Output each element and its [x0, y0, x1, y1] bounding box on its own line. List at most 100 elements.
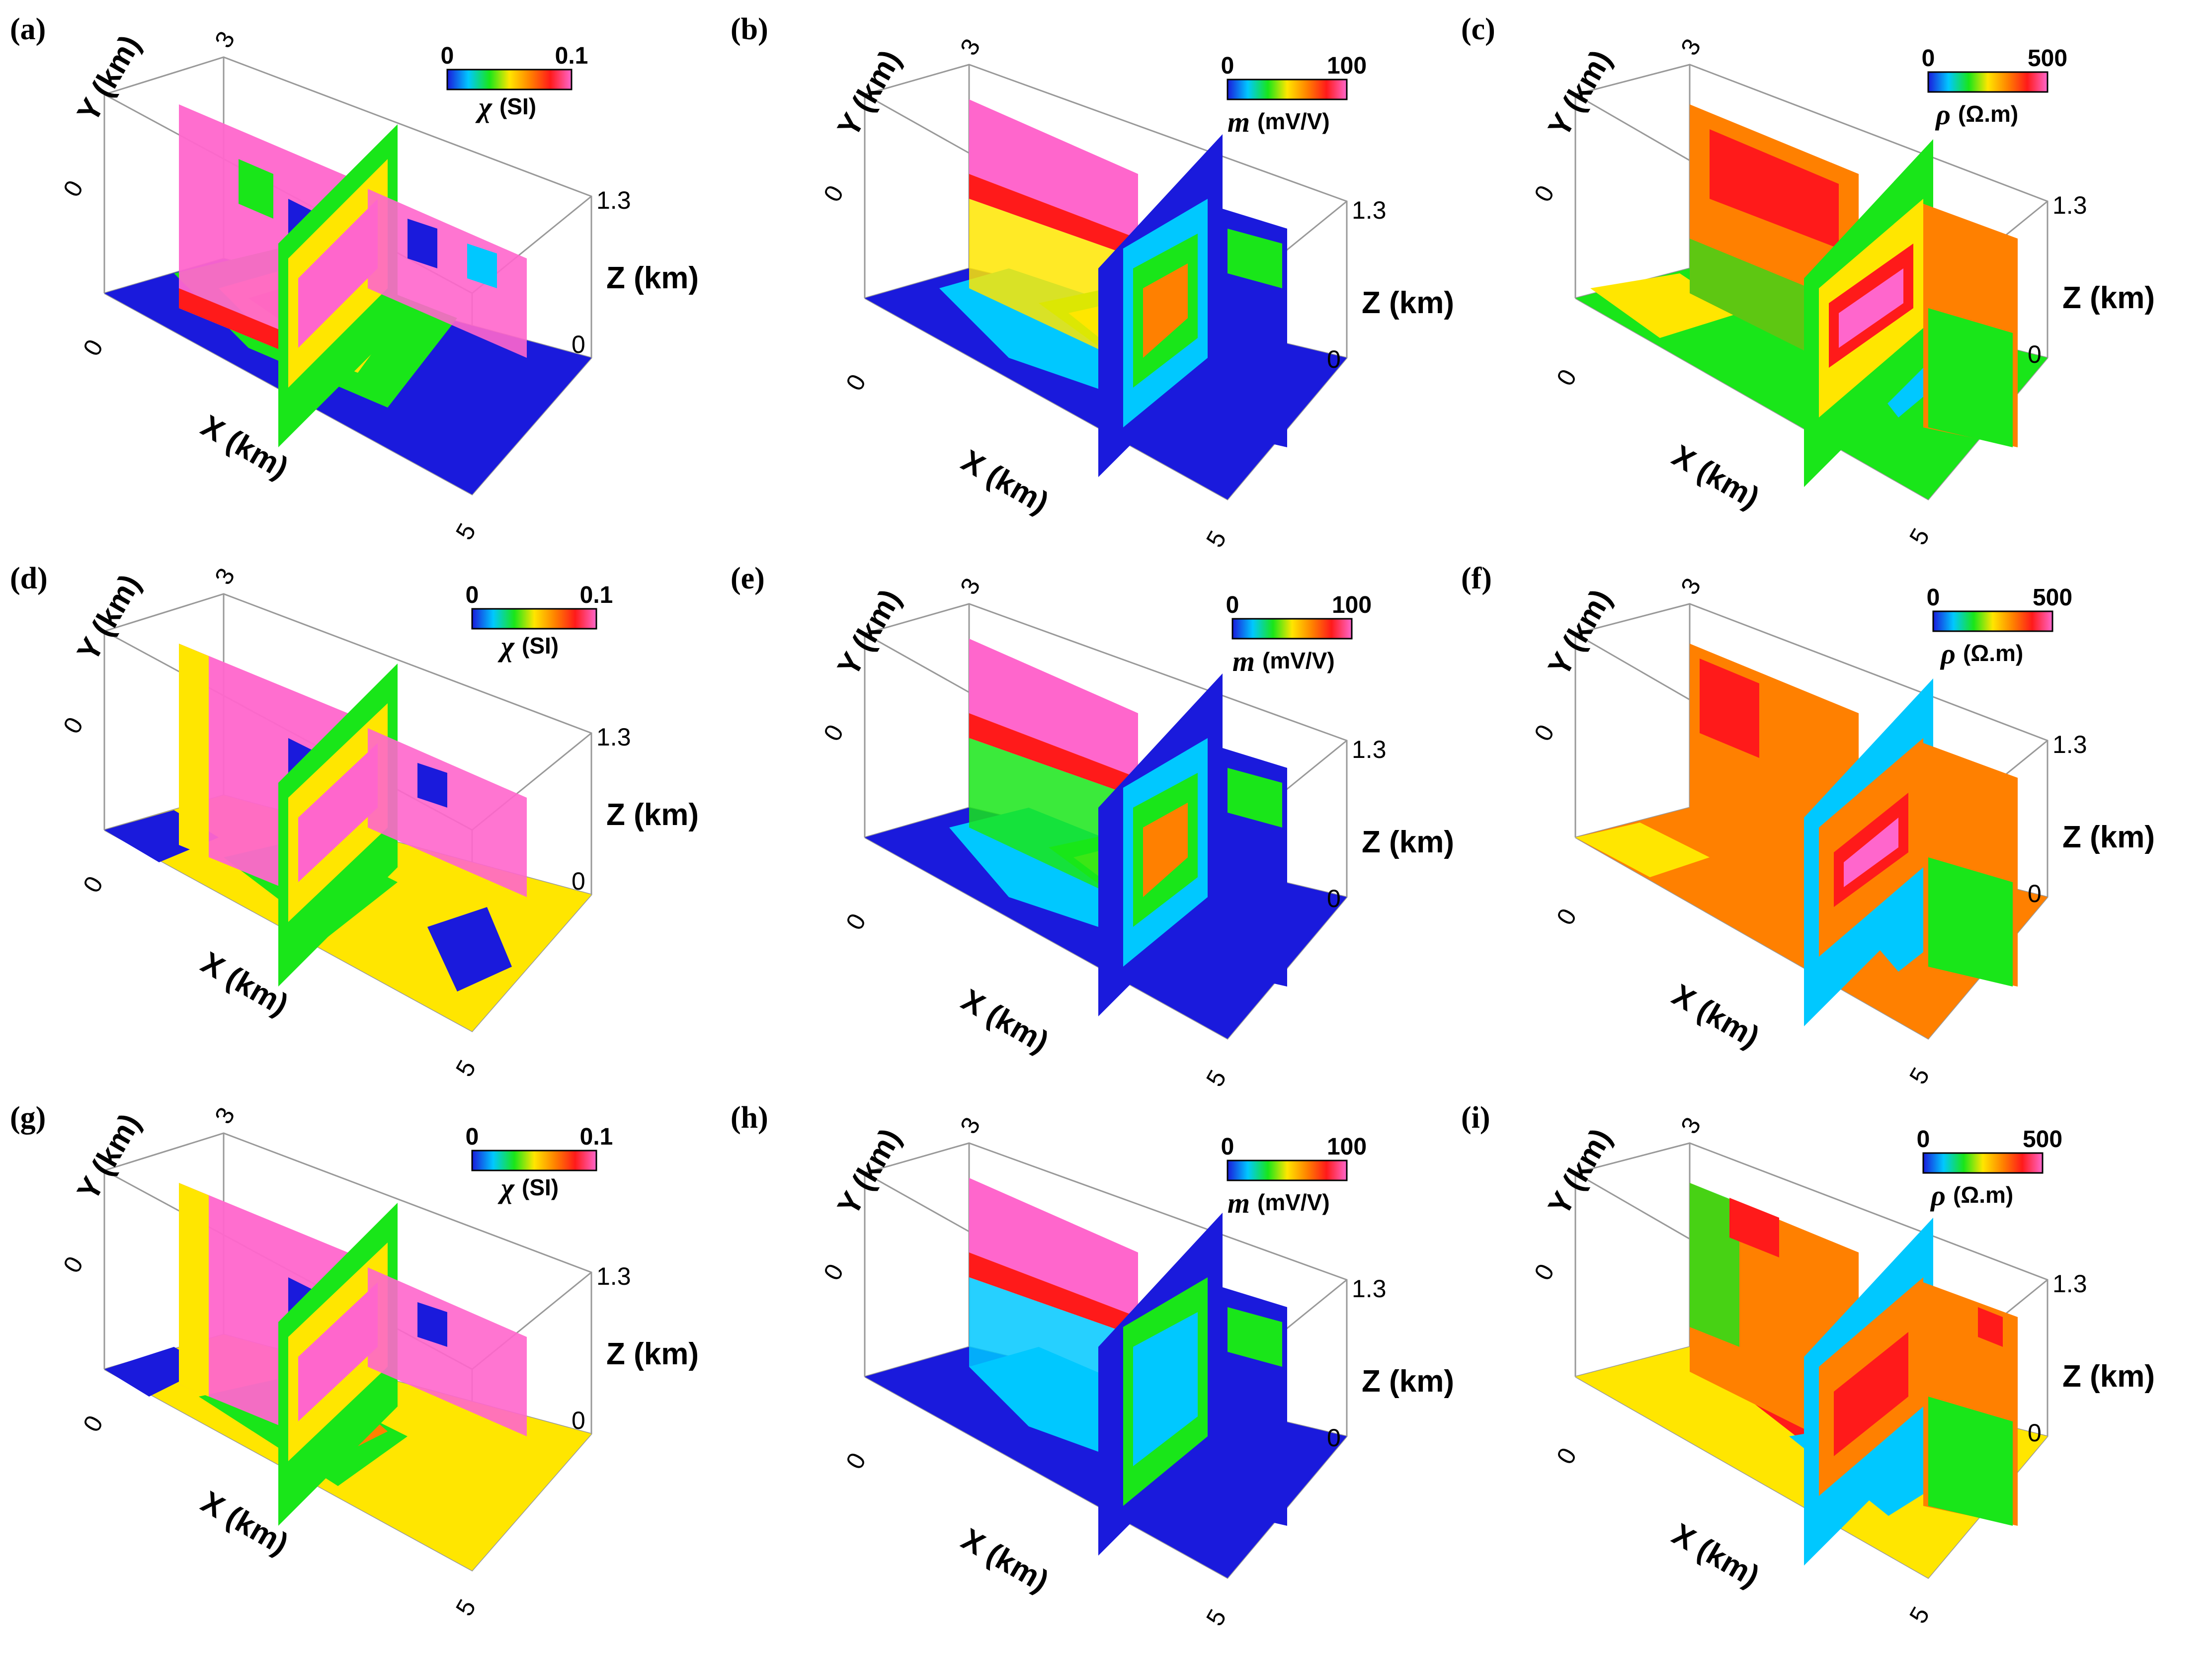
z-tick-min: 0: [1327, 1424, 1341, 1452]
colorbar-unit: (SI): [522, 633, 559, 659]
z-tick-min: 0: [2028, 880, 2042, 908]
colorbar-min: 0: [466, 1124, 479, 1150]
panel-label: (f): [1461, 562, 1492, 595]
z-tick-max: 1.3: [596, 1262, 631, 1290]
y-axis-label: Y (km): [831, 1123, 907, 1221]
colorbar-min: 0: [466, 582, 479, 608]
colorbar-symbol: m: [1228, 106, 1250, 138]
vertical-slice-right: [368, 1267, 527, 1436]
colorbar-min: 0: [1221, 1134, 1234, 1160]
colorbar-symbol: χ: [497, 1172, 515, 1204]
colorbar: 0 0.1 χ (SI): [466, 1124, 613, 1204]
volume-plot: 0 500 ρ (Ω.m) Y (km) 3 0 1.3 Z (km) 0 0 …: [1529, 34, 2155, 549]
colorbar: 0 500 ρ (Ω.m): [1927, 584, 2072, 670]
panel-label: (h): [731, 1101, 768, 1135]
z-axis-label: Z (km): [606, 1337, 699, 1371]
vertical-slice-front: [1098, 673, 1223, 1016]
panel-h: (h) 0: [731, 1098, 1466, 1650]
colorbar-min: 0: [1226, 592, 1239, 618]
y-tick-min: 0: [58, 175, 88, 201]
x-axis-label: X (km): [1666, 438, 1765, 515]
panel-g: (g): [10, 1098, 745, 1650]
y-tick-max: 3: [209, 1102, 240, 1128]
z-axis-label: Z (km): [2062, 1359, 2155, 1394]
colorbar-symbol: ρ: [1940, 638, 1956, 670]
x-tick-max: 5: [1904, 523, 1935, 549]
y-axis-label: Y (km): [1542, 1123, 1618, 1221]
panel-label: (i): [1461, 1101, 1490, 1135]
colorbar: 0 500 ρ (Ω.m): [1917, 1126, 2062, 1212]
y-tick-min: 0: [58, 1251, 88, 1277]
panel-label: (b): [731, 12, 768, 46]
z-tick-max: 1.3: [2052, 731, 2087, 758]
vertical-slice-front: [1804, 139, 1933, 487]
colorbar-gradient: [1922, 1152, 2044, 1174]
vertical-slice-right: [1923, 1282, 2018, 1526]
y-tick-max: 3: [955, 34, 985, 60]
y-tick-min: 0: [58, 712, 88, 738]
x-tick-max: 5: [1201, 1065, 1231, 1091]
x-tick-min: 0: [840, 909, 871, 934]
colorbar-max: 100: [1332, 592, 1372, 618]
colorbar-max: 100: [1327, 53, 1367, 79]
colorbar-symbol: ρ: [1930, 1179, 1946, 1212]
colorbar-min: 0: [1922, 45, 1935, 72]
vertical-slice-right: [1223, 748, 1287, 987]
colorbar-min: 0: [441, 43, 454, 69]
colorbar-unit: (mV/V): [1262, 648, 1335, 673]
x-tick-min: 0: [1551, 904, 1582, 929]
volume-plot: 0 0.1 χ (SI) Y (km) 3 0 1.3 Z (km) 0 0 X…: [58, 1102, 699, 1620]
y-axis-label: Y (km): [71, 29, 147, 128]
colorbar-gradient: [1927, 71, 2048, 93]
volume-plot: 0 0.1 χ (SI) Y (km) 3 0 1.3 Z (km) 0 0 X…: [58, 563, 699, 1081]
colorbar-symbol: χ: [497, 630, 515, 663]
colorbar-max: 100: [1327, 1134, 1367, 1160]
volume-plot: 0 500 ρ (Ω.m) Y (km) 3 0 1.3 Z (km) 0 0 …: [1529, 573, 2155, 1088]
panel-i: (i): [1461, 1098, 2197, 1650]
colorbar-gradient: [471, 608, 597, 630]
y-tick-max: 3: [955, 1112, 985, 1138]
y-axis-label: Y (km): [831, 44, 907, 143]
colorbar-gradient: [471, 1150, 597, 1171]
x-tick-max: 5: [450, 1594, 481, 1620]
colorbar-unit: (Ω.m): [1963, 640, 2023, 666]
panel-a: (a): [10, 10, 745, 562]
x-axis-label: X (km): [1666, 978, 1765, 1054]
z-tick-max: 1.3: [596, 723, 631, 751]
z-tick-max: 1.3: [1352, 736, 1387, 763]
colorbar-symbol: m: [1228, 1187, 1250, 1219]
vertical-slice-back: [969, 1178, 1138, 1446]
y-axis-label: Y (km): [831, 583, 907, 682]
vertical-slice-right: [368, 189, 527, 358]
colorbar-max: 0.1: [555, 43, 588, 69]
y-tick-max: 3: [209, 563, 240, 589]
y-axis-label: Y (km): [71, 1108, 147, 1206]
y-axis-label: Y (km): [71, 569, 147, 667]
vertical-slice-right: [1923, 204, 2018, 447]
panel-label: (a): [10, 12, 46, 46]
panel-label: (g): [10, 1101, 46, 1135]
vertical-slice-front: [1098, 134, 1223, 477]
z-tick-min: 0: [1327, 345, 1341, 373]
y-tick-min: 0: [1529, 1259, 1559, 1285]
colorbar-min: 0: [1221, 53, 1234, 79]
colorbar-unit: (Ω.m): [1953, 1182, 2013, 1208]
colorbar-min: 0: [1927, 584, 1940, 611]
volume-plot: 0 0.1 χ (SI) Y (km) 3 0 1.3 Z (km) 0 0 X…: [58, 26, 699, 544]
z-tick-min: 0: [572, 867, 585, 895]
panel-b: (b): [731, 10, 1466, 562]
panel-f: (f): [1461, 559, 2197, 1111]
colorbar-symbol: m: [1232, 645, 1255, 677]
x-axis-label: X (km): [956, 1522, 1055, 1598]
colorbar: 0 100 m (mV/V): [1226, 592, 1372, 677]
colorbar-unit: (mV/V): [1257, 108, 1330, 134]
y-tick-min: 0: [818, 720, 849, 746]
colorbar-gradient: [1227, 1160, 1348, 1181]
z-axis-label: Z (km): [1362, 286, 1454, 320]
z-tick-max: 1.3: [1352, 196, 1387, 224]
colorbar-max: 500: [2023, 1126, 2062, 1153]
panel-label: (d): [10, 562, 48, 595]
z-axis-label: Z (km): [1362, 825, 1454, 859]
colorbar-gradient: [446, 69, 573, 90]
x-tick-max: 5: [1201, 526, 1231, 552]
